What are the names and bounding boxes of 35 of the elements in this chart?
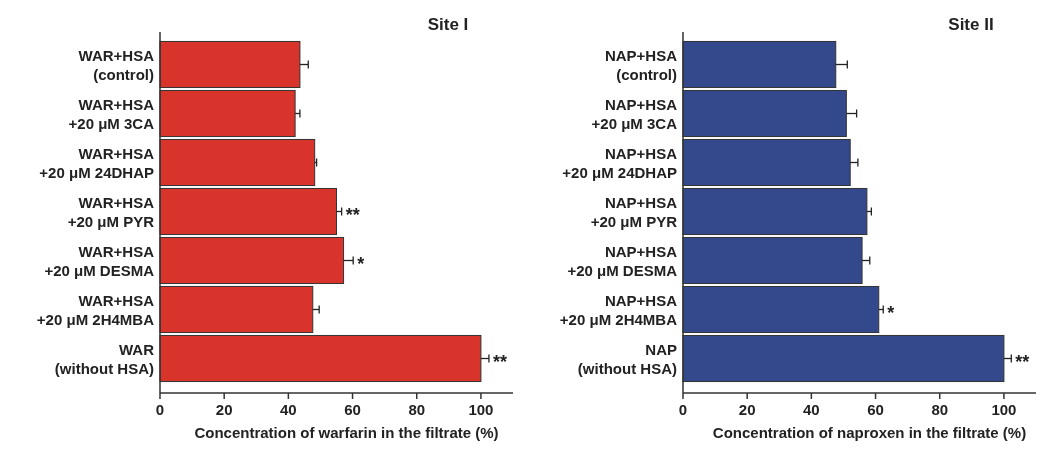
y-tick-label: NAP+HSA +20 μM PYR (590, 193, 678, 230)
x-tick-label: 60 (867, 401, 884, 418)
x-tick-label: 60 (344, 401, 361, 418)
x-axis-title: Concentration of naproxen in the filtrate (%) (712, 424, 1027, 441)
chart-title: Site I (427, 15, 469, 34)
x-tick-label: 80 (408, 401, 426, 418)
x-tick-label: 20 (738, 401, 756, 418)
x-tick-label: 0 (678, 401, 688, 418)
annotation: * (357, 253, 365, 274)
y-tick-label: NAP+HSA +20 μM 3CA (591, 95, 678, 132)
x-tick-label: 80 (931, 401, 949, 418)
chart-title: Site II (948, 15, 994, 34)
y-tick-label: NAP+HSA (control) (604, 46, 678, 83)
x-tick-label: 40 (803, 401, 820, 418)
y-tick-label: NAP+HSA +20 μM DESMA (567, 242, 678, 279)
y-tick-label: WAR+HSA (control) (78, 46, 155, 83)
y-tick-label: WAR (without HSA) (54, 340, 155, 377)
annotation: ** (1015, 351, 1030, 372)
y-tick-label: WAR+HSA +20 μM 3CA (68, 95, 155, 132)
x-tick-label: 100 (468, 401, 494, 418)
y-tick-label: NAP (without HSA) (577, 340, 677, 377)
y-tick-label: WAR+HSA +20 μM 2H4MBA (36, 291, 155, 328)
x-tick-label: 100 (991, 401, 1017, 418)
y-tick-label: WAR+HSA +20 μM 24DHAP (39, 144, 155, 181)
annotation: ** (492, 351, 507, 372)
x-tick-label: 40 (280, 401, 297, 418)
annotation: ** (345, 204, 360, 225)
y-tick-label: NAP+HSA +20 μM 2H4MBA (559, 291, 678, 328)
x-tick-label: 0 (155, 401, 165, 418)
x-tick-label: 20 (215, 401, 233, 418)
y-tick-label: NAP+HSA +20 μM 24DHAP (562, 144, 678, 181)
y-tick-label: WAR+HSA +20 μM PYR (67, 193, 155, 230)
x-axis-title: Concentration of warfarin in the filtrate (%) (194, 424, 499, 441)
annotation: * (887, 302, 895, 323)
y-tick-label: WAR+HSA +20 μM DESMA (44, 242, 155, 279)
